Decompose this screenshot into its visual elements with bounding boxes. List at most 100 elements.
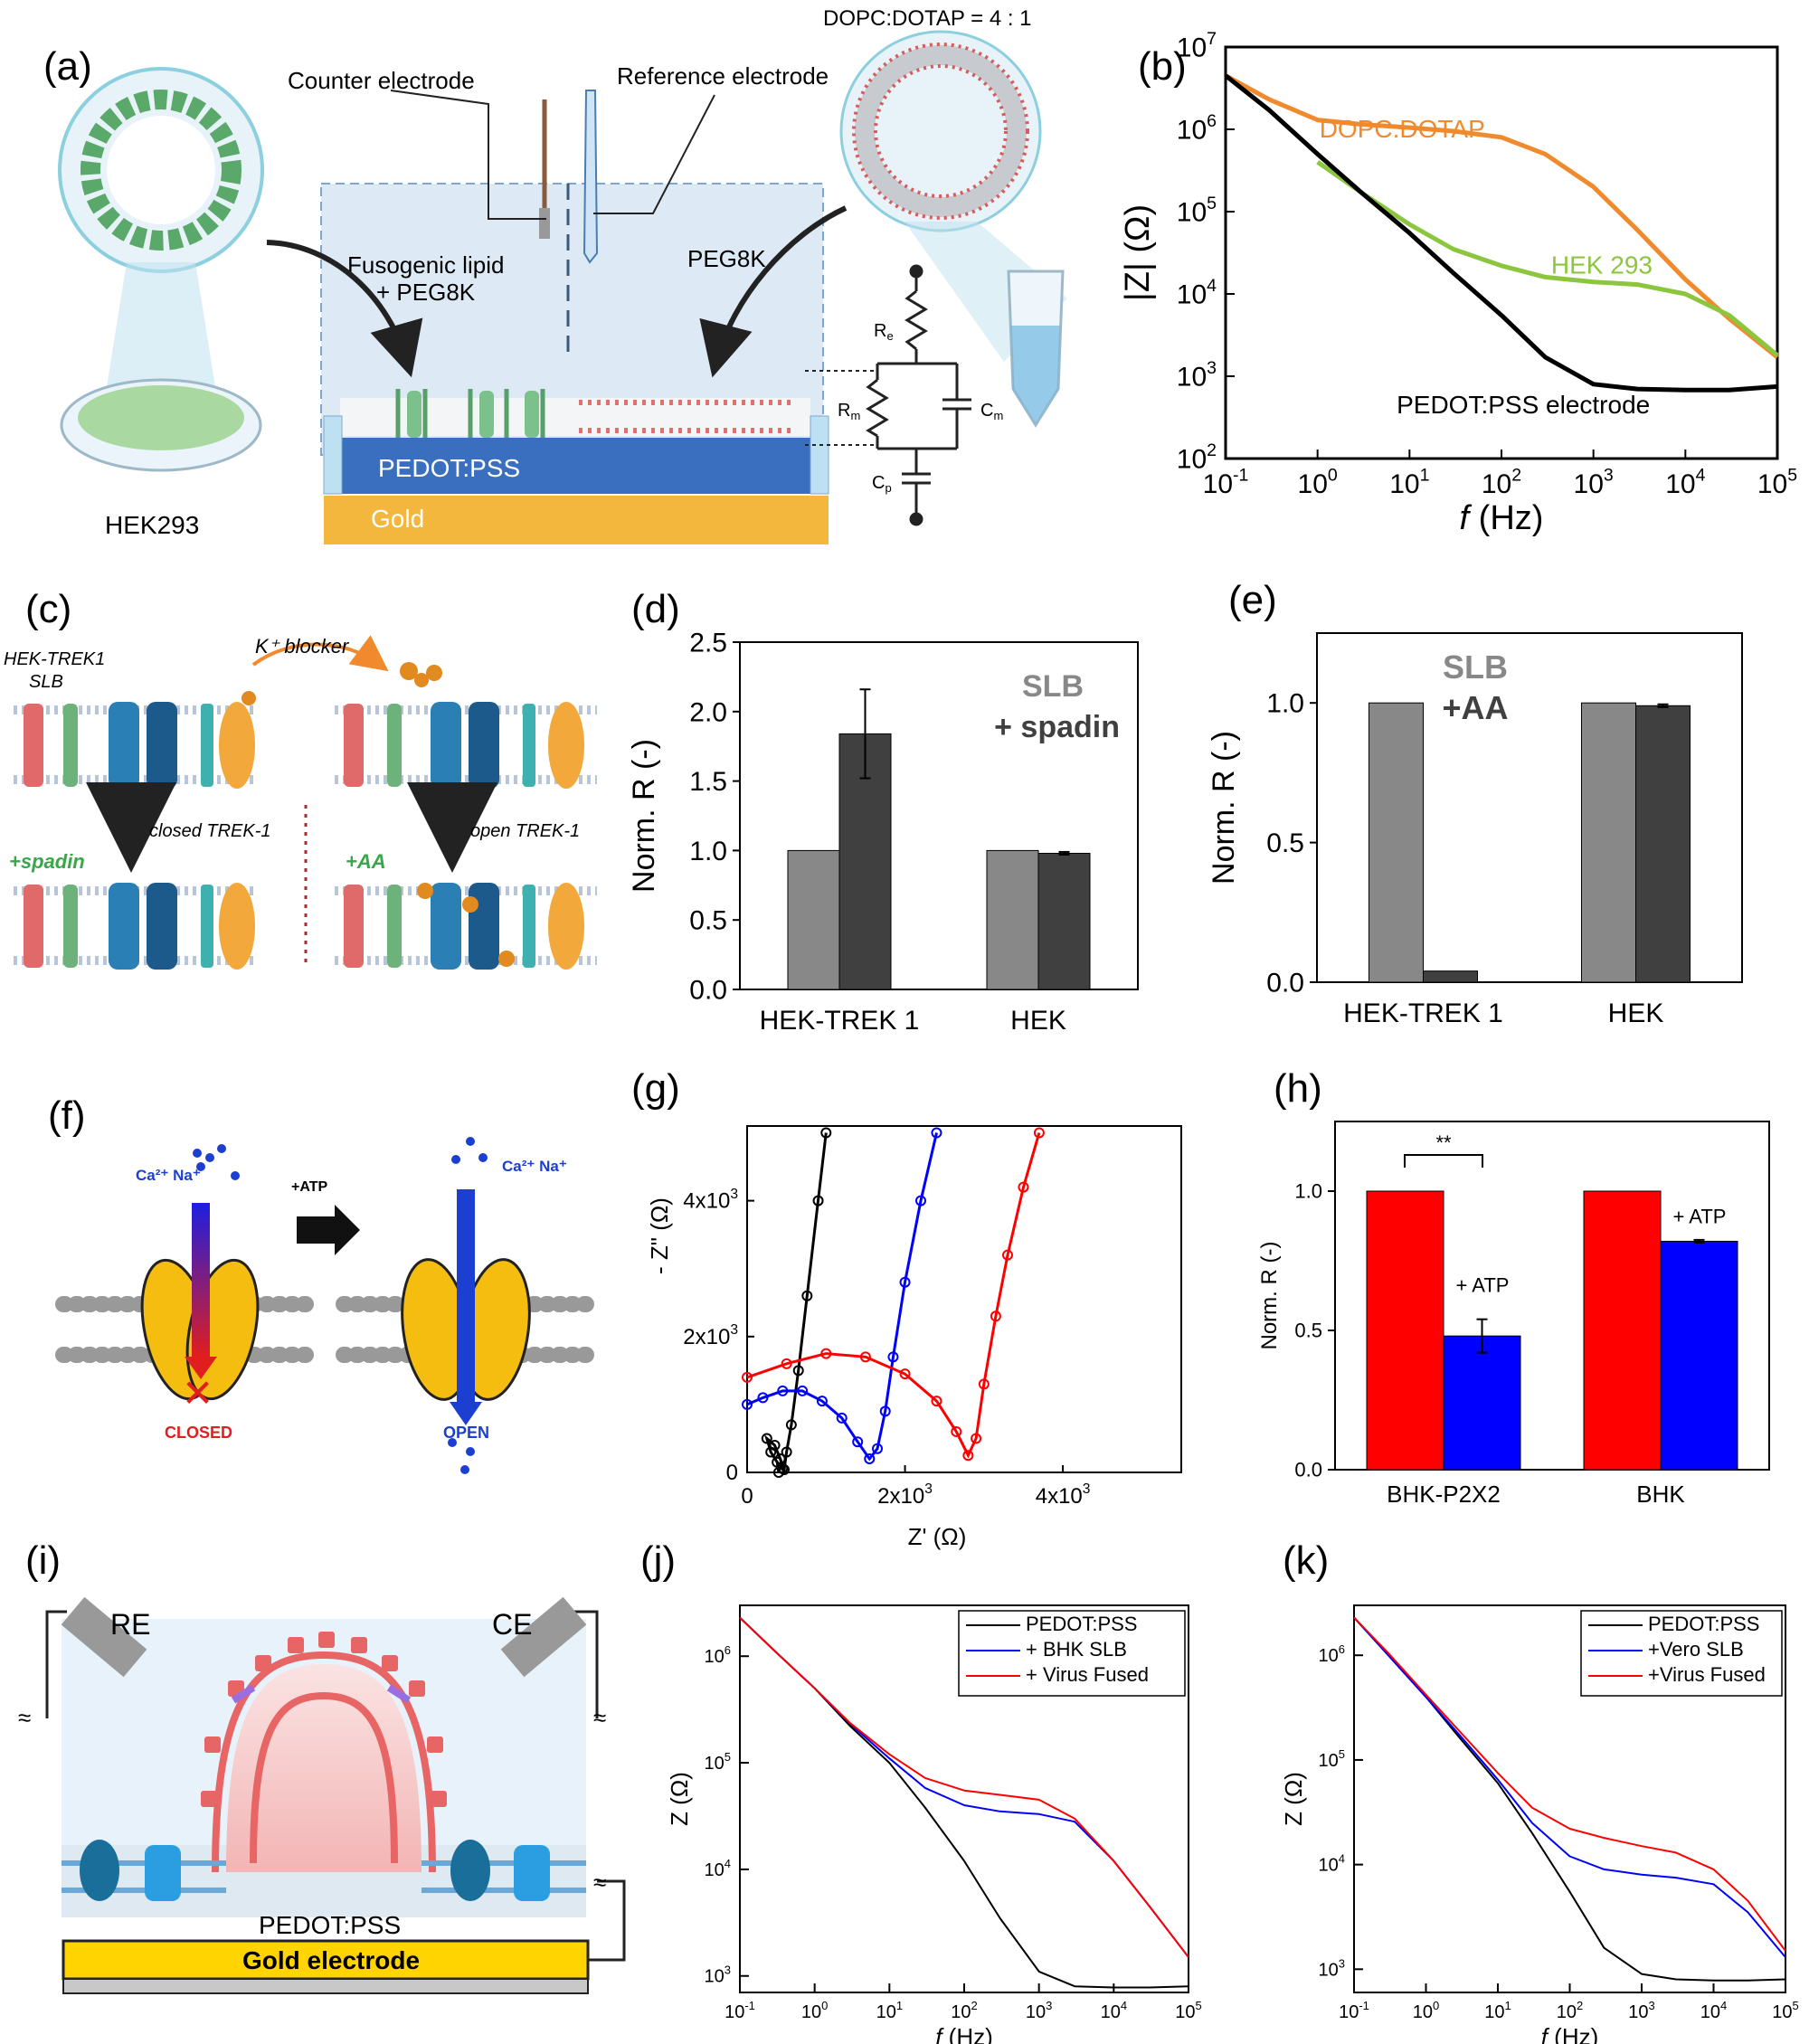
x-tick-label: 101 — [1389, 466, 1429, 500]
nyquist-point — [962, 1450, 974, 1462]
legend-slb: SLB — [1022, 669, 1084, 704]
membrane-f-left-icon: ✕ — [55, 1203, 316, 1415]
legend-label-1: HEK 293 — [1551, 251, 1653, 279]
x-tick-label: 10-1 — [1339, 1999, 1369, 2022]
x-axis-label-k: f (Hz) — [1541, 2023, 1599, 2044]
bar — [1581, 702, 1636, 983]
significance-bracket — [1404, 1153, 1483, 1168]
y-tick-label: 0.0 — [1294, 1459, 1322, 1481]
svg-text:Cp: Cp — [872, 473, 892, 495]
svg-text:Cm: Cm — [980, 401, 1003, 422]
re-sub: e — [886, 329, 893, 343]
y-tick-label: 106 — [1177, 111, 1217, 146]
nyquist-point — [971, 1433, 982, 1444]
x-tick-label: 0 — [741, 1484, 753, 1509]
nyquist-point — [772, 1456, 783, 1468]
panel-label-h: (h) — [1274, 1066, 1322, 1111]
legend-spadin: + spadin — [994, 710, 1120, 744]
open-label: OPEN — [443, 1424, 489, 1442]
fusogenic-label-2: + PEG8K — [376, 279, 476, 306]
x-tick-label: 104 — [1101, 1999, 1127, 2022]
y-tick-label: 102 — [1177, 440, 1217, 475]
legend-k: PEDOT:PSS +Vero SLB+Virus Fused — [1580, 1610, 1783, 1697]
pedot-layer — [340, 438, 810, 494]
y-tick-label: 106 — [1319, 1642, 1345, 1666]
atp-label: +ATP — [291, 1179, 327, 1195]
panel-a-schematic: HEK293 PEDOT:PSS Gold Counter electrode … — [58, 6, 1067, 544]
wire-break-icon: ≈ — [18, 1704, 31, 1731]
x-tick-label: 10-1 — [725, 1999, 755, 2022]
legend-aa-e: +AA — [1442, 689, 1508, 726]
nyquist-point — [781, 1446, 792, 1458]
block-x-icon: ✕ — [182, 1372, 213, 1415]
bar — [1037, 852, 1091, 990]
y-axis-label-k: Z (Ω) — [1280, 1772, 1307, 1826]
y-tick-label: 1.0 — [689, 837, 727, 866]
atp-bar-label: + ATP — [1456, 1274, 1510, 1297]
peg8k-label: PEG8K — [687, 245, 766, 272]
y-tick-label: 105 — [705, 1750, 731, 1774]
y-tick-label: 2x103 — [683, 1322, 738, 1349]
x-tick-label: 4x103 — [1036, 1481, 1091, 1509]
y-tick-label: 0.5 — [1266, 828, 1304, 858]
nyquist-point — [864, 1453, 876, 1464]
bar — [1635, 705, 1691, 983]
category-label: HEK-TREK 1 — [1343, 998, 1503, 1028]
x-tick-label: 105 — [1175, 1999, 1201, 2022]
aa-label: +AA — [346, 850, 386, 873]
nyquist-point — [978, 1378, 990, 1390]
equivalent-circuit-icon — [805, 264, 971, 526]
x-tick-label: 10-1 — [1203, 466, 1249, 500]
membrane-f-right-icon — [336, 1189, 596, 1425]
panel-label-g: (g) — [631, 1066, 680, 1111]
category-label: HEK-TREK 1 — [760, 1006, 920, 1036]
series-line-DOPC:DOTAP — [1224, 73, 1779, 359]
y-axis-label-e: Norm. R (-) — [1207, 731, 1241, 885]
rm-label: R — [838, 401, 850, 421]
y-tick-label: 1.0 — [1266, 689, 1304, 719]
nyquist-point — [761, 1433, 772, 1444]
counter-electrode-label: Counter electrode — [288, 67, 475, 94]
cm-sub: m — [993, 409, 1003, 422]
gold-electrode-layer — [62, 1939, 590, 1981]
legend-label: +Vero SLB — [1648, 1638, 1744, 1661]
membrane-bottom-left-icon — [14, 883, 258, 970]
chart-e: 0.0 0.5 1.0 HEK-TREK 1 HEK Norm. R (-) SLB+AA — [1207, 632, 1743, 1028]
panel-labels: (a) (b) (c) (d) (e) (f) (g) (h) (i) (j) … — [25, 44, 1329, 1583]
nyquist-point — [931, 1396, 942, 1407]
y-tick-label: 103 — [705, 1964, 731, 1987]
panel-i-schematic: RE CE PEDOT:PSS Gold electrode ≈ ≈ ≈ — [18, 1596, 626, 1994]
slb-label: SLB — [29, 672, 63, 692]
gold-electrode-label: Gold electrode — [242, 1946, 420, 1974]
plot-frame-h — [1334, 1121, 1770, 1471]
membrane-top-right-icon — [335, 662, 597, 789]
nyquist-point — [742, 1371, 753, 1383]
x-tick-label: 102 — [1482, 466, 1521, 500]
gold-layer — [324, 496, 829, 544]
series-line-PEDOT:PSS electrode — [1224, 73, 1778, 393]
hek293-label: HEK293 — [105, 511, 199, 539]
x-tick-label: 101 — [876, 1999, 903, 2022]
x-tick-label: 100 — [1298, 466, 1338, 500]
re-label: R — [874, 321, 886, 341]
cm-label: C — [980, 401, 993, 421]
category-label: HEK — [1608, 998, 1664, 1028]
panel-label-a: (a) — [43, 44, 92, 89]
chart-j: 10-1 100 101 102 103 104 105 103 104 105 106 f (Hz)… — [666, 1604, 1202, 2044]
x-tick-label: 103 — [1628, 1999, 1654, 2022]
chart-h: 0.0 0.5 1.0 BHK-P2X2 BHK Norm. R (-) + ATP + AT… — [1257, 1121, 1770, 1508]
reference-electrode-icon — [582, 90, 599, 264]
y-tick-label: 1.5 — [689, 767, 727, 797]
pedot-label-i: PEDOT:PSS — [259, 1911, 401, 1939]
membrane-protein-icon — [80, 1840, 119, 1901]
dopc-dotap-label: DOPC:DOTAP = 4 : 1 — [823, 6, 1032, 31]
y-tick-label: 105 — [1319, 1747, 1345, 1771]
bar — [986, 849, 1039, 990]
y-tick-label: 0.0 — [689, 976, 727, 1006]
y-tick-label: 2.5 — [689, 629, 727, 658]
chart-b: 10-1 100 101 102 103 104 105 102 103 104 105 106 107… — [1119, 29, 1797, 537]
nyquist-point — [887, 1351, 899, 1363]
nyquist-point — [757, 1392, 769, 1404]
panel-c-schematic: HEK-TREK1 SLB K⁺ blocker cl — [4, 635, 597, 970]
